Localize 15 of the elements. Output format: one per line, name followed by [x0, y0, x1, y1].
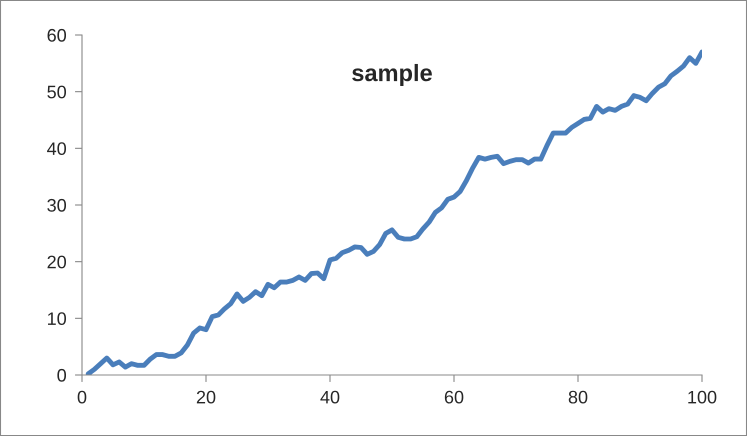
x-tick-label: 0	[78, 390, 86, 404]
x-tick-label: 80	[568, 390, 588, 404]
y-tick-label: 0	[57, 368, 66, 382]
y-tick-label: 20	[48, 256, 66, 268]
line-series	[86, 50, 702, 375]
text: sample	[352, 64, 432, 86]
x-tick-label: 20	[196, 390, 216, 404]
y-tick-label: 60	[48, 28, 66, 42]
x-tick-label: 100	[688, 390, 716, 404]
y-tick-label: 50	[47, 86, 66, 98]
x-tick-label: 60	[444, 390, 464, 404]
y-tick-label: 10	[48, 312, 66, 326]
y-tick-label: 40	[47, 142, 66, 156]
y-tick-label: 30	[47, 198, 66, 212]
x-tick-label: 40	[320, 390, 340, 404]
